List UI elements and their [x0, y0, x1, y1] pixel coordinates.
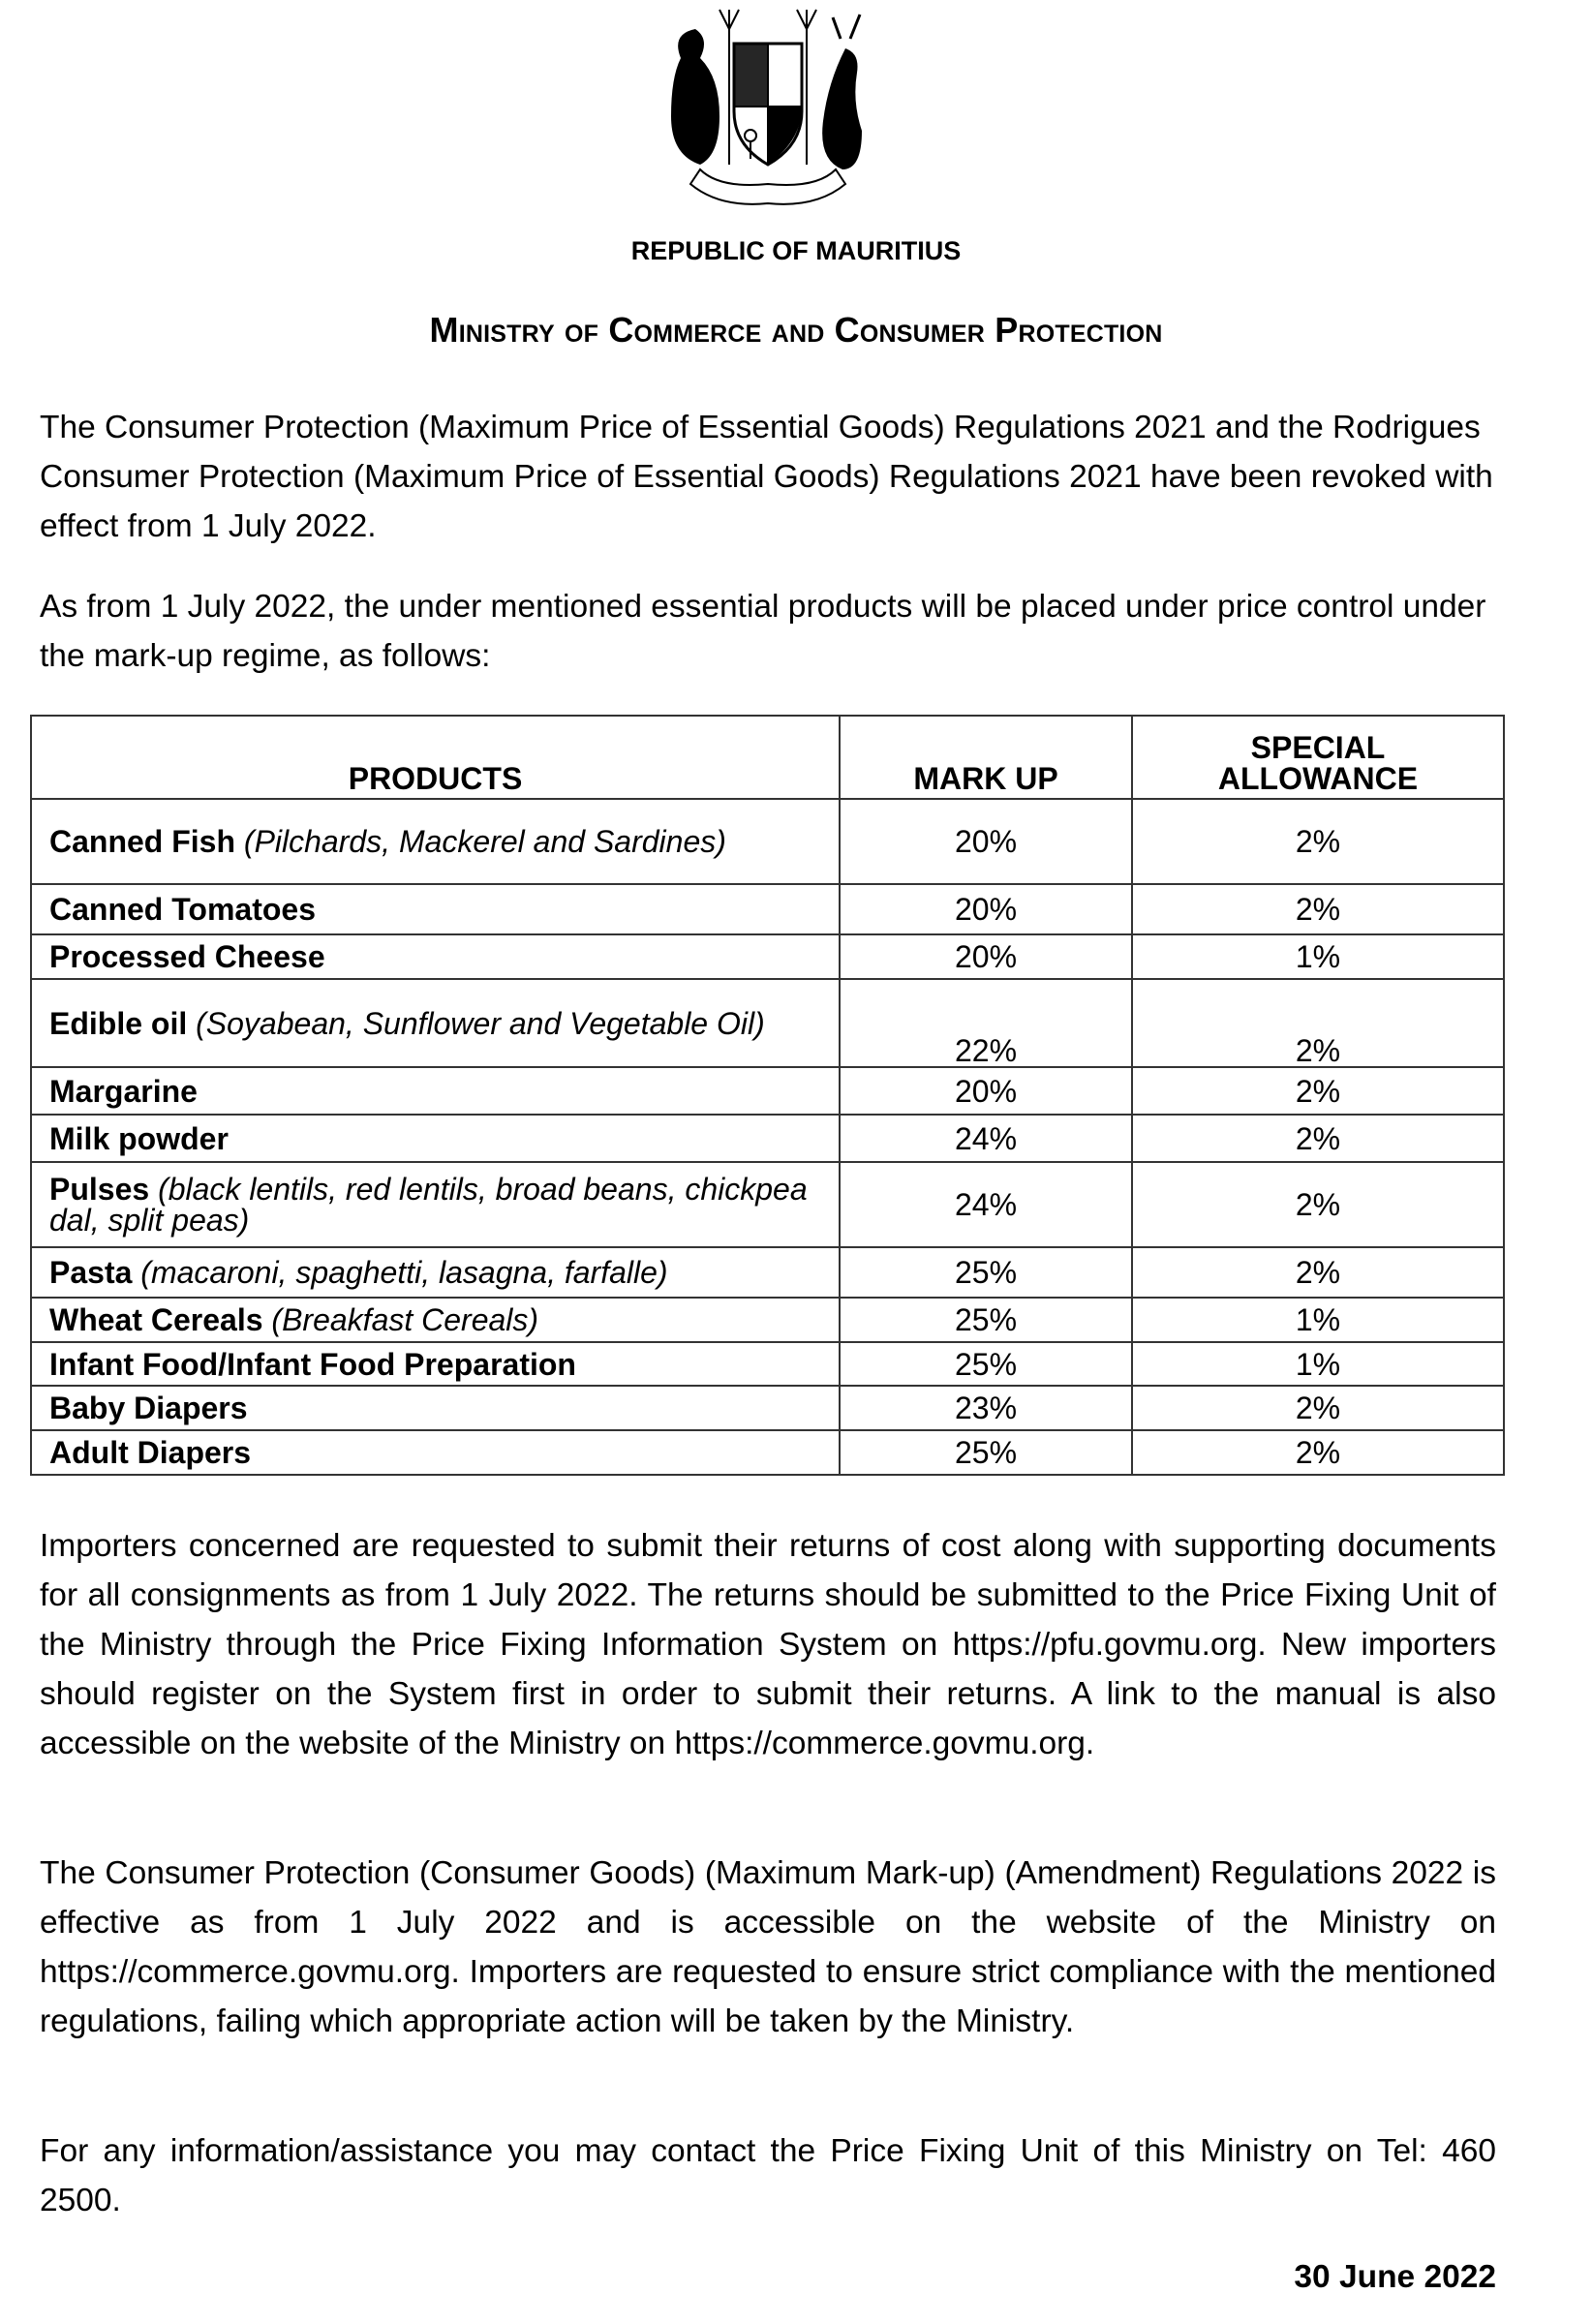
- revocation-paragraph: The Consumer Protection (Maximum Price o…: [40, 410, 1493, 544]
- markup-cell: 24%: [839, 1161, 1133, 1248]
- country-heading: REPUBLIC OF MAURITIUS: [630, 236, 962, 265]
- markup-cell: 25%: [839, 1341, 1133, 1387]
- product-cell: Margarine: [30, 1066, 841, 1116]
- product-name: Margarine: [49, 1073, 198, 1109]
- ministry-title: Ministry of Commerce and Consumer Protec…: [429, 310, 1163, 350]
- product-cell: Canned Fish (Pilchards, Mackerel and Sar…: [30, 798, 841, 885]
- product-cell: Wheat Cereals (Breakfast Cereals): [30, 1297, 841, 1343]
- table-row: Infant Food/Infant Food Preparation 25% …: [30, 1341, 1505, 1387]
- table-row: Wheat Cereals (Breakfast Cereals) 25% 1%: [30, 1297, 1505, 1343]
- table-row: Canned Fish (Pilchards, Mackerel and Sar…: [30, 798, 1505, 885]
- header-special-allowance: SPECIAL ALLOWANCE: [1131, 715, 1505, 800]
- product-name: Milk powder: [49, 1120, 229, 1156]
- allowance-cell: 2%: [1131, 978, 1505, 1068]
- markup-cell: 25%: [839, 1297, 1133, 1343]
- markup-cell: 25%: [839, 1246, 1133, 1299]
- markup-cell: 20%: [839, 1066, 1133, 1116]
- product-name: Pulses: [49, 1172, 150, 1207]
- product-description: (macaroni, spaghetti, lasagna, farfalle): [140, 1255, 668, 1290]
- table-row: Baby Diapers 23% 2%: [30, 1385, 1505, 1431]
- product-name: Edible oil: [49, 1005, 188, 1041]
- table-row: Edible oil (Soyabean, Sunflower and Vege…: [30, 978, 1505, 1068]
- product-cell: Canned Tomatoes: [30, 883, 841, 935]
- allowance-cell: 2%: [1131, 1246, 1505, 1299]
- product-name: Processed Cheese: [49, 939, 325, 974]
- allowance-cell: 2%: [1131, 1161, 1505, 1248]
- product-name: Infant Food/Infant Food Preparation: [49, 1346, 576, 1382]
- product-cell: Edible oil (Soyabean, Sunflower and Vege…: [30, 978, 841, 1068]
- markup-cell: 22%: [839, 978, 1133, 1068]
- allowance-cell: 1%: [1131, 1341, 1505, 1387]
- markup-cell: 23%: [839, 1385, 1133, 1431]
- product-name: Pasta: [49, 1255, 133, 1290]
- product-description: (Pilchards, Mackerel and Sardines): [243, 824, 726, 859]
- notice-date: 30 June 2022: [1294, 2259, 1496, 2295]
- product-cell: Adult Diapers: [30, 1429, 841, 1476]
- product-name: Canned Fish: [49, 824, 236, 859]
- product-cell: Processed Cheese: [30, 933, 841, 980]
- allowance-cell: 1%: [1131, 1297, 1505, 1343]
- allowance-cell: 2%: [1131, 1385, 1505, 1431]
- table-row: Canned Tomatoes 20% 2%: [30, 883, 1505, 935]
- importers-paragraph: Importers concerned are requested to sub…: [40, 1528, 1496, 1761]
- product-name: Adult Diapers: [49, 1435, 252, 1470]
- contact-paragraph: For any information/assistance you may c…: [40, 2133, 1496, 2218]
- product-description: (Breakfast Cereals): [271, 1302, 539, 1337]
- product-cell: Milk powder: [30, 1114, 841, 1163]
- table-row: Pulses (black lentils, red lentils, broa…: [30, 1161, 1505, 1248]
- table-header-row: PRODUCTS MARK UP SPECIAL ALLOWANCE: [30, 715, 1505, 800]
- header-markup: MARK UP: [839, 715, 1133, 800]
- table-row: Milk powder 24% 2%: [30, 1114, 1505, 1163]
- product-cell: Infant Food/Infant Food Preparation: [30, 1341, 841, 1387]
- regulations-paragraph: The Consumer Protection (Consumer Goods)…: [40, 1855, 1496, 2039]
- header-products: PRODUCTS: [30, 715, 841, 800]
- markup-cell: 24%: [839, 1114, 1133, 1163]
- product-cell: Pasta (macaroni, spaghetti, lasagna, far…: [30, 1246, 841, 1299]
- product-cell: Baby Diapers: [30, 1385, 841, 1431]
- product-description: (black lentils, red lentils, broad beans…: [49, 1172, 808, 1238]
- allowance-cell: 2%: [1131, 1429, 1505, 1476]
- product-cell: Pulses (black lentils, red lentils, broa…: [30, 1161, 841, 1248]
- product-name: Baby Diapers: [49, 1391, 248, 1425]
- allowance-cell: 2%: [1131, 798, 1505, 885]
- table-row: Margarine 20% 2%: [30, 1066, 1505, 1116]
- table-row: Pasta (macaroni, spaghetti, lasagna, far…: [30, 1246, 1505, 1299]
- allowance-cell: 2%: [1131, 883, 1505, 935]
- price-control-table: PRODUCTS MARK UP SPECIAL ALLOWANCE Canne…: [30, 715, 1505, 1476]
- coat-of-arms-emblem: [671, 9, 862, 205]
- markup-cell: 25%: [839, 1429, 1133, 1476]
- table-row: Adult Diapers 25% 2%: [30, 1429, 1505, 1476]
- markup-cell: 20%: [839, 798, 1133, 885]
- allowance-cell: 2%: [1131, 1066, 1505, 1116]
- product-name: Canned Tomatoes: [49, 892, 316, 927]
- allowance-cell: 2%: [1131, 1114, 1505, 1163]
- product-description: (Soyabean, Sunflower and Vegetable Oil): [196, 1005, 765, 1041]
- markup-cell: 20%: [839, 883, 1133, 935]
- allowance-cell: 1%: [1131, 933, 1505, 980]
- markup-cell: 20%: [839, 933, 1133, 980]
- intro-paragraph: As from 1 July 2022, the under mentioned…: [40, 589, 1486, 674]
- product-name: Wheat Cereals: [49, 1302, 263, 1337]
- table-row: Processed Cheese 20% 1%: [30, 933, 1505, 980]
